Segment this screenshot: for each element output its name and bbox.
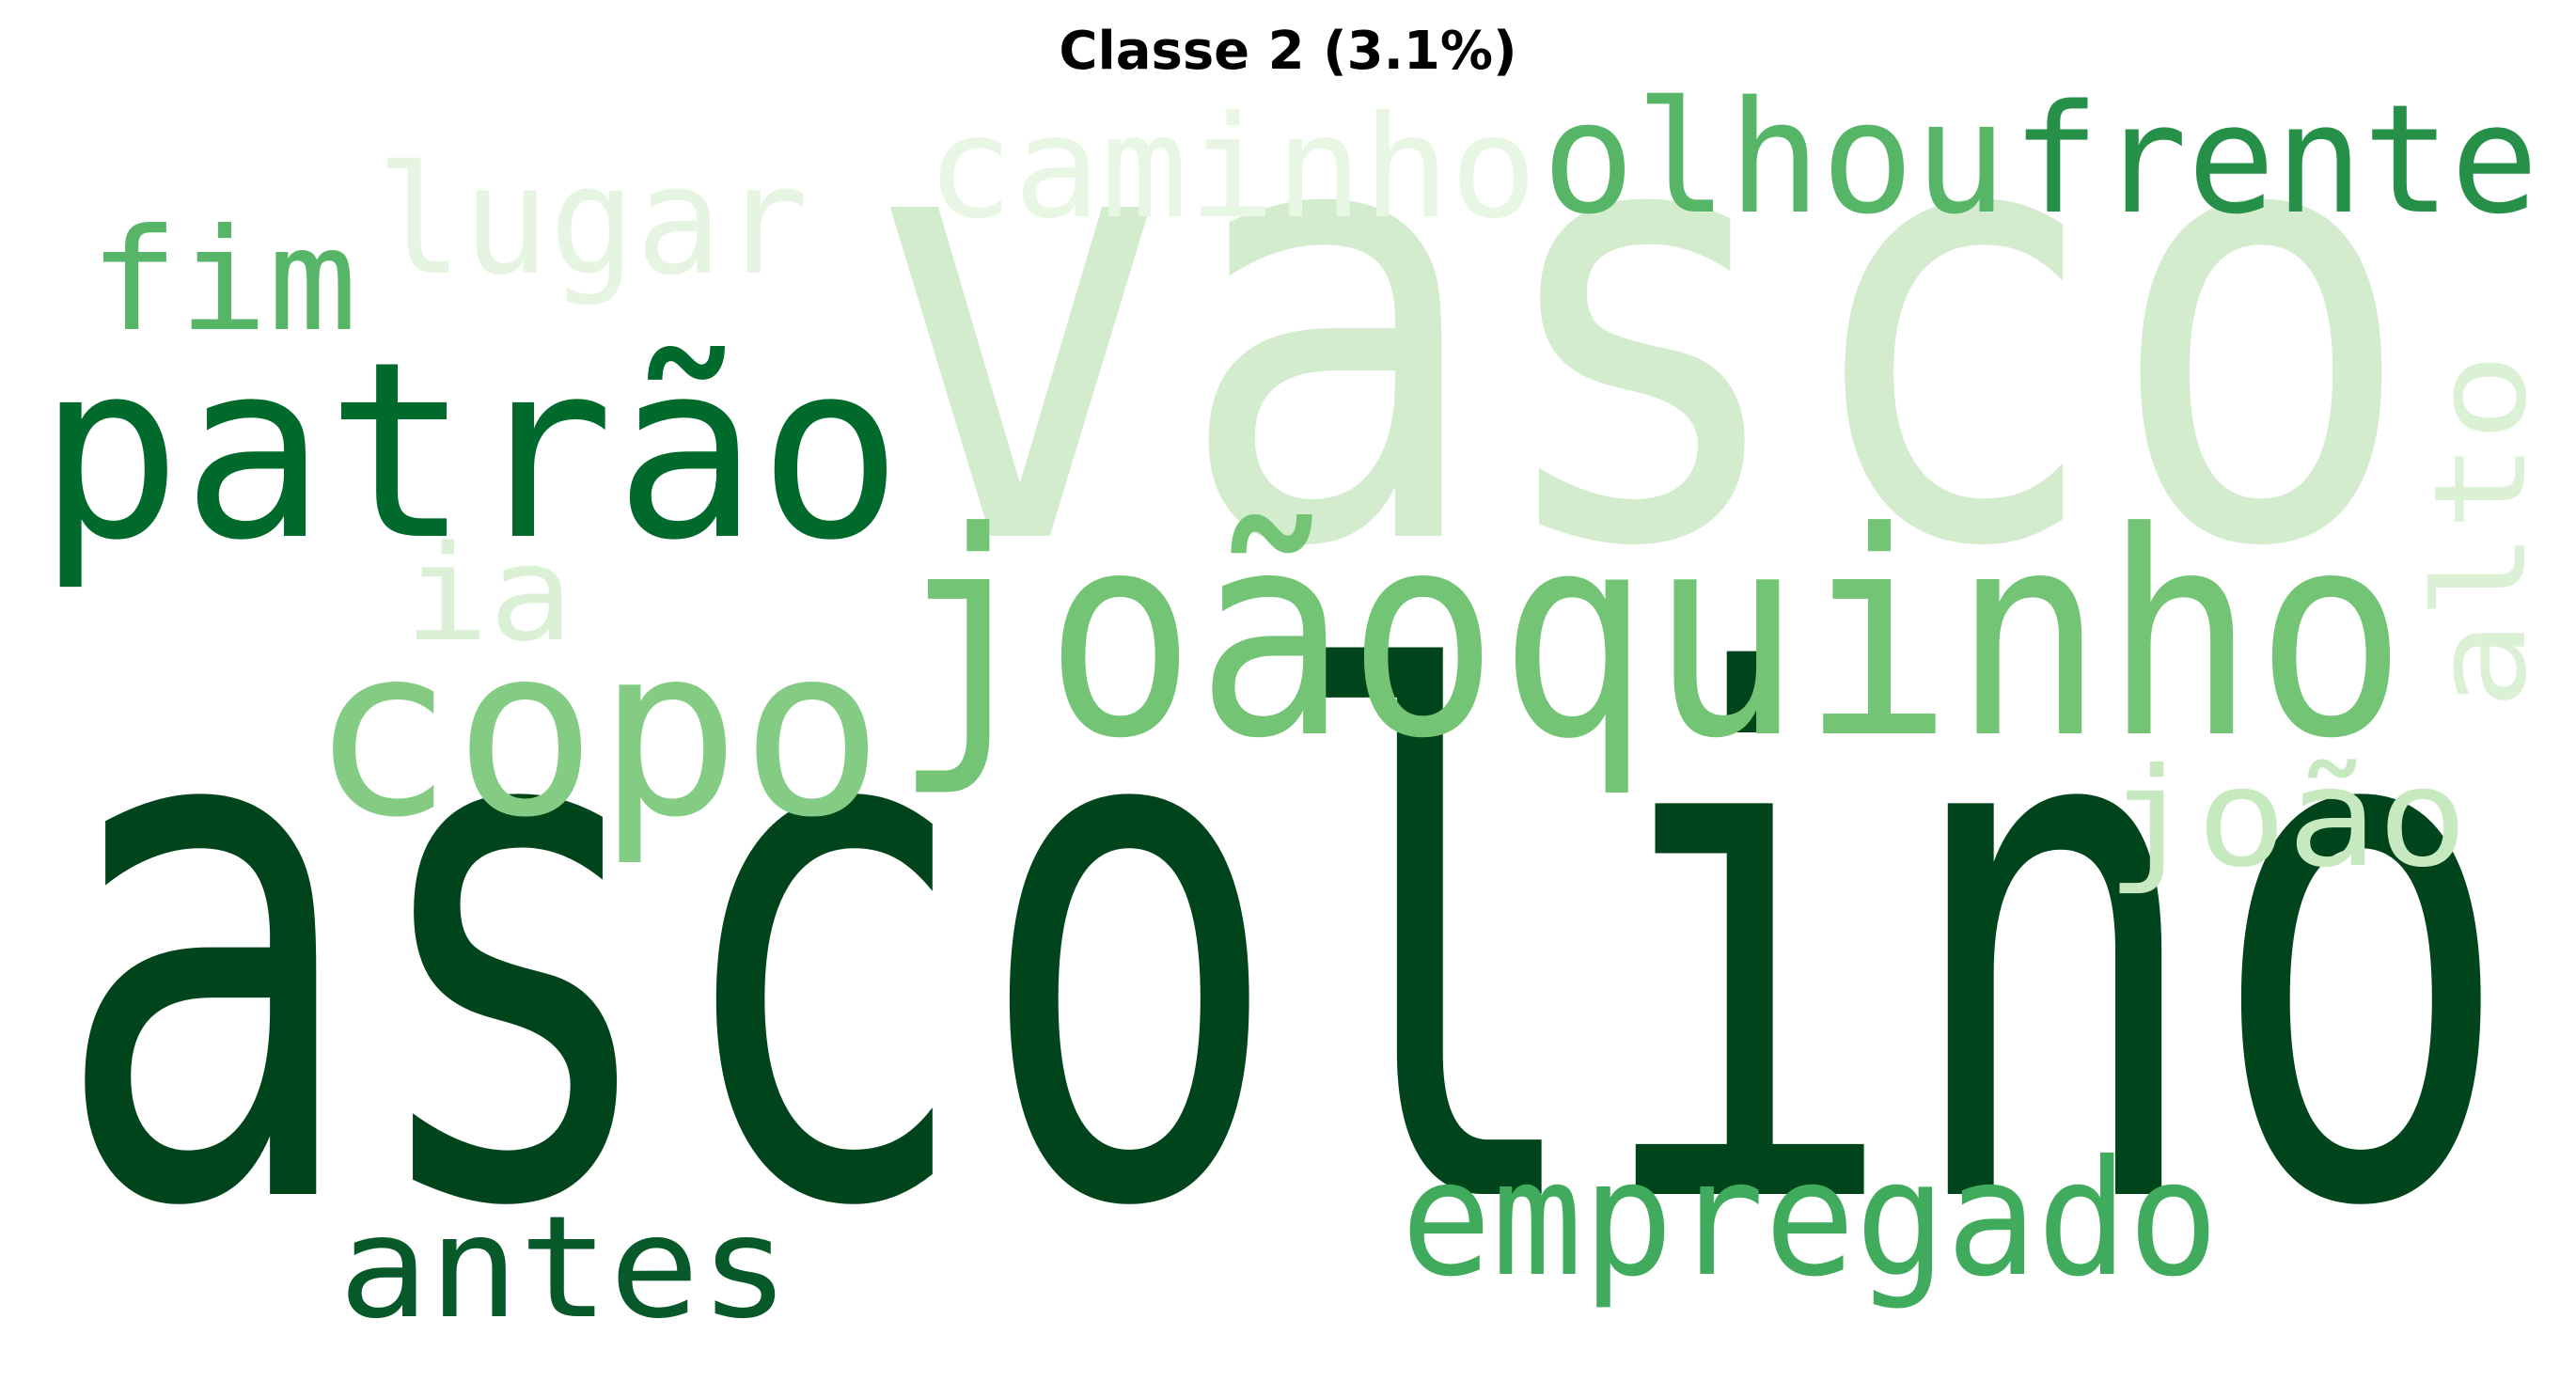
word-4: copo [310,595,884,869]
word-12: alto [2407,353,2554,710]
word-2: joãoquinho [893,472,2407,800]
word-8: lugar [376,133,809,308]
word-11: fim [89,199,357,363]
word-14: ia [404,518,573,671]
word-6: olhou [1542,68,2007,248]
word-9: empregado [1401,1126,2219,1312]
word-10: antes [338,1186,790,1350]
word-3: patrão [38,310,903,594]
word-0: ascolino [52,532,2515,1363]
word-7: caminho [926,86,1537,250]
word-1: vasco [865,0,2416,678]
chart-title: Classe 2 (3.1%) [1059,21,1517,82]
word-5: frente [2012,71,2538,247]
word-13: joão [2106,739,2468,898]
